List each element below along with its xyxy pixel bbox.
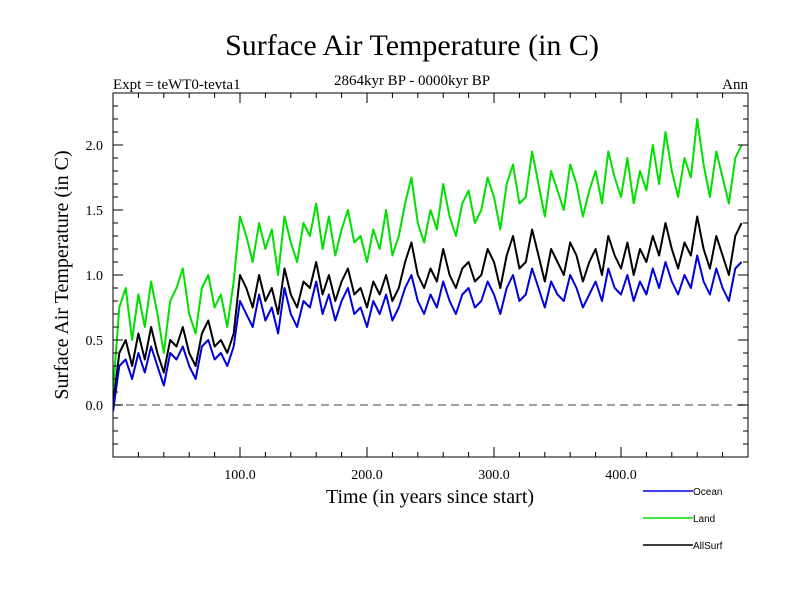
y-tick-label: 1.5 <box>86 204 104 219</box>
y-tick-label: 0.0 <box>86 399 104 414</box>
season-label: Ann <box>722 77 748 93</box>
legend-label-ocean: Ocean <box>693 487 722 498</box>
x-axis-label: Time (in years since start) <box>326 486 534 508</box>
legend-label-allsurf: AllSurf <box>693 541 723 552</box>
x-tick-label: 100.0 <box>224 468 256 483</box>
series-line-ocean <box>113 254 743 412</box>
y-axis-label: Surface Air Temperature (in C) <box>51 150 73 399</box>
y-tick-label: 1.0 <box>86 269 104 284</box>
chart-title: Surface Air Temperature (in C) <box>225 29 599 62</box>
series-line-land <box>113 118 743 393</box>
series-line-allsurf <box>113 215 743 406</box>
x-tick-label: 400.0 <box>605 468 637 483</box>
experiment-label: Expt = teWT0-tevta1 <box>113 77 241 93</box>
axes: 100.0 200.0 300.0 400.0 0.0 0.5 1.0 1.5 2.0 <box>86 92 749 483</box>
x-tick-label: 200.0 <box>351 468 383 483</box>
y-tick-label: 2.0 <box>86 139 104 154</box>
chart-subtitle: 2864kyr BP - 0000kyr BP <box>334 73 490 89</box>
x-tick-label: 300.0 <box>478 468 510 483</box>
y-tick-label: 0.5 <box>86 334 104 349</box>
series-layer <box>113 118 743 412</box>
legend-label-land: Land <box>693 514 715 525</box>
legend: Ocean Land AllSurf <box>643 487 723 552</box>
